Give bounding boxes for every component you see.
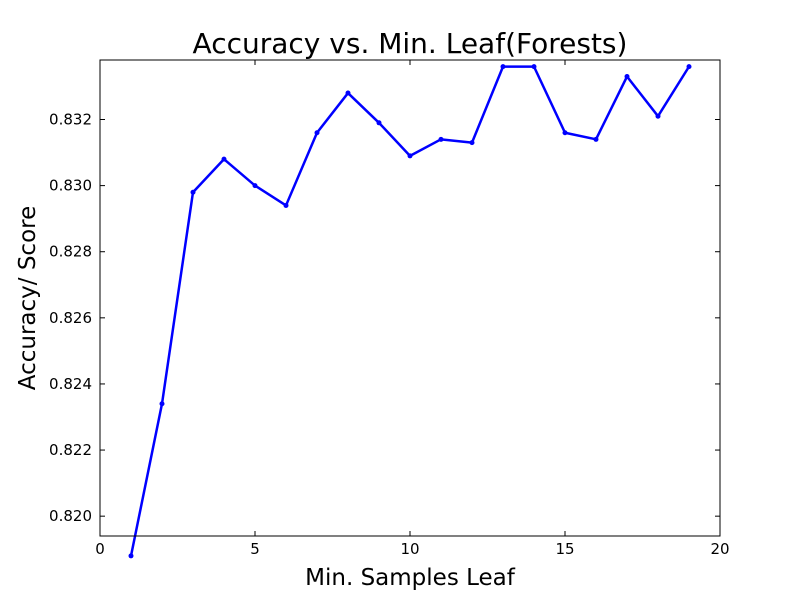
data-point: [221, 156, 227, 162]
chart-title: Accuracy vs. Min. Leaf(Forests): [193, 27, 628, 60]
data-point: [159, 401, 165, 407]
data-point: [345, 90, 351, 96]
data-point: [531, 64, 537, 70]
data-point: [562, 130, 568, 136]
data-point: [500, 64, 506, 70]
data-point: [593, 136, 599, 142]
y-tick-label: 0.822: [49, 441, 92, 459]
plot-frame: [99, 59, 721, 537]
y-tick-label: 0.826: [49, 309, 92, 327]
x-tick-label: 15: [555, 540, 574, 558]
y-axis-label: Accuracy/ Score: [15, 206, 41, 390]
data-point: [438, 136, 444, 142]
y-tick-label: 0.832: [49, 111, 92, 129]
data-point: [190, 189, 196, 195]
x-tick-label: 0: [95, 540, 105, 558]
x-tick-label: 10: [400, 540, 419, 558]
data-point: [128, 553, 134, 559]
y-tick-label: 0.830: [49, 177, 92, 195]
y-tick-label: 0.820: [49, 507, 92, 525]
data-point: [469, 140, 475, 146]
series-line: [129, 65, 691, 557]
x-tick-label: 20: [710, 540, 729, 558]
data-point: [314, 130, 320, 136]
x-tick-label: 5: [250, 540, 260, 558]
data-point: [252, 183, 258, 189]
y-tick-label: 0.828: [49, 243, 92, 261]
data-point: [376, 120, 382, 126]
data-point: [686, 64, 692, 70]
data-point: [407, 153, 413, 159]
plot-area: 0 5 10 15 20 0.820 0.822 0.824 0.826 0.828 0.830 0.…: [49, 59, 730, 559]
data-point: [624, 74, 630, 80]
data-point: [655, 113, 661, 119]
y-tick-label: 0.824: [49, 375, 92, 393]
x-axis-label: Min. Samples Leaf: [305, 565, 516, 591]
data-point: [283, 202, 289, 208]
